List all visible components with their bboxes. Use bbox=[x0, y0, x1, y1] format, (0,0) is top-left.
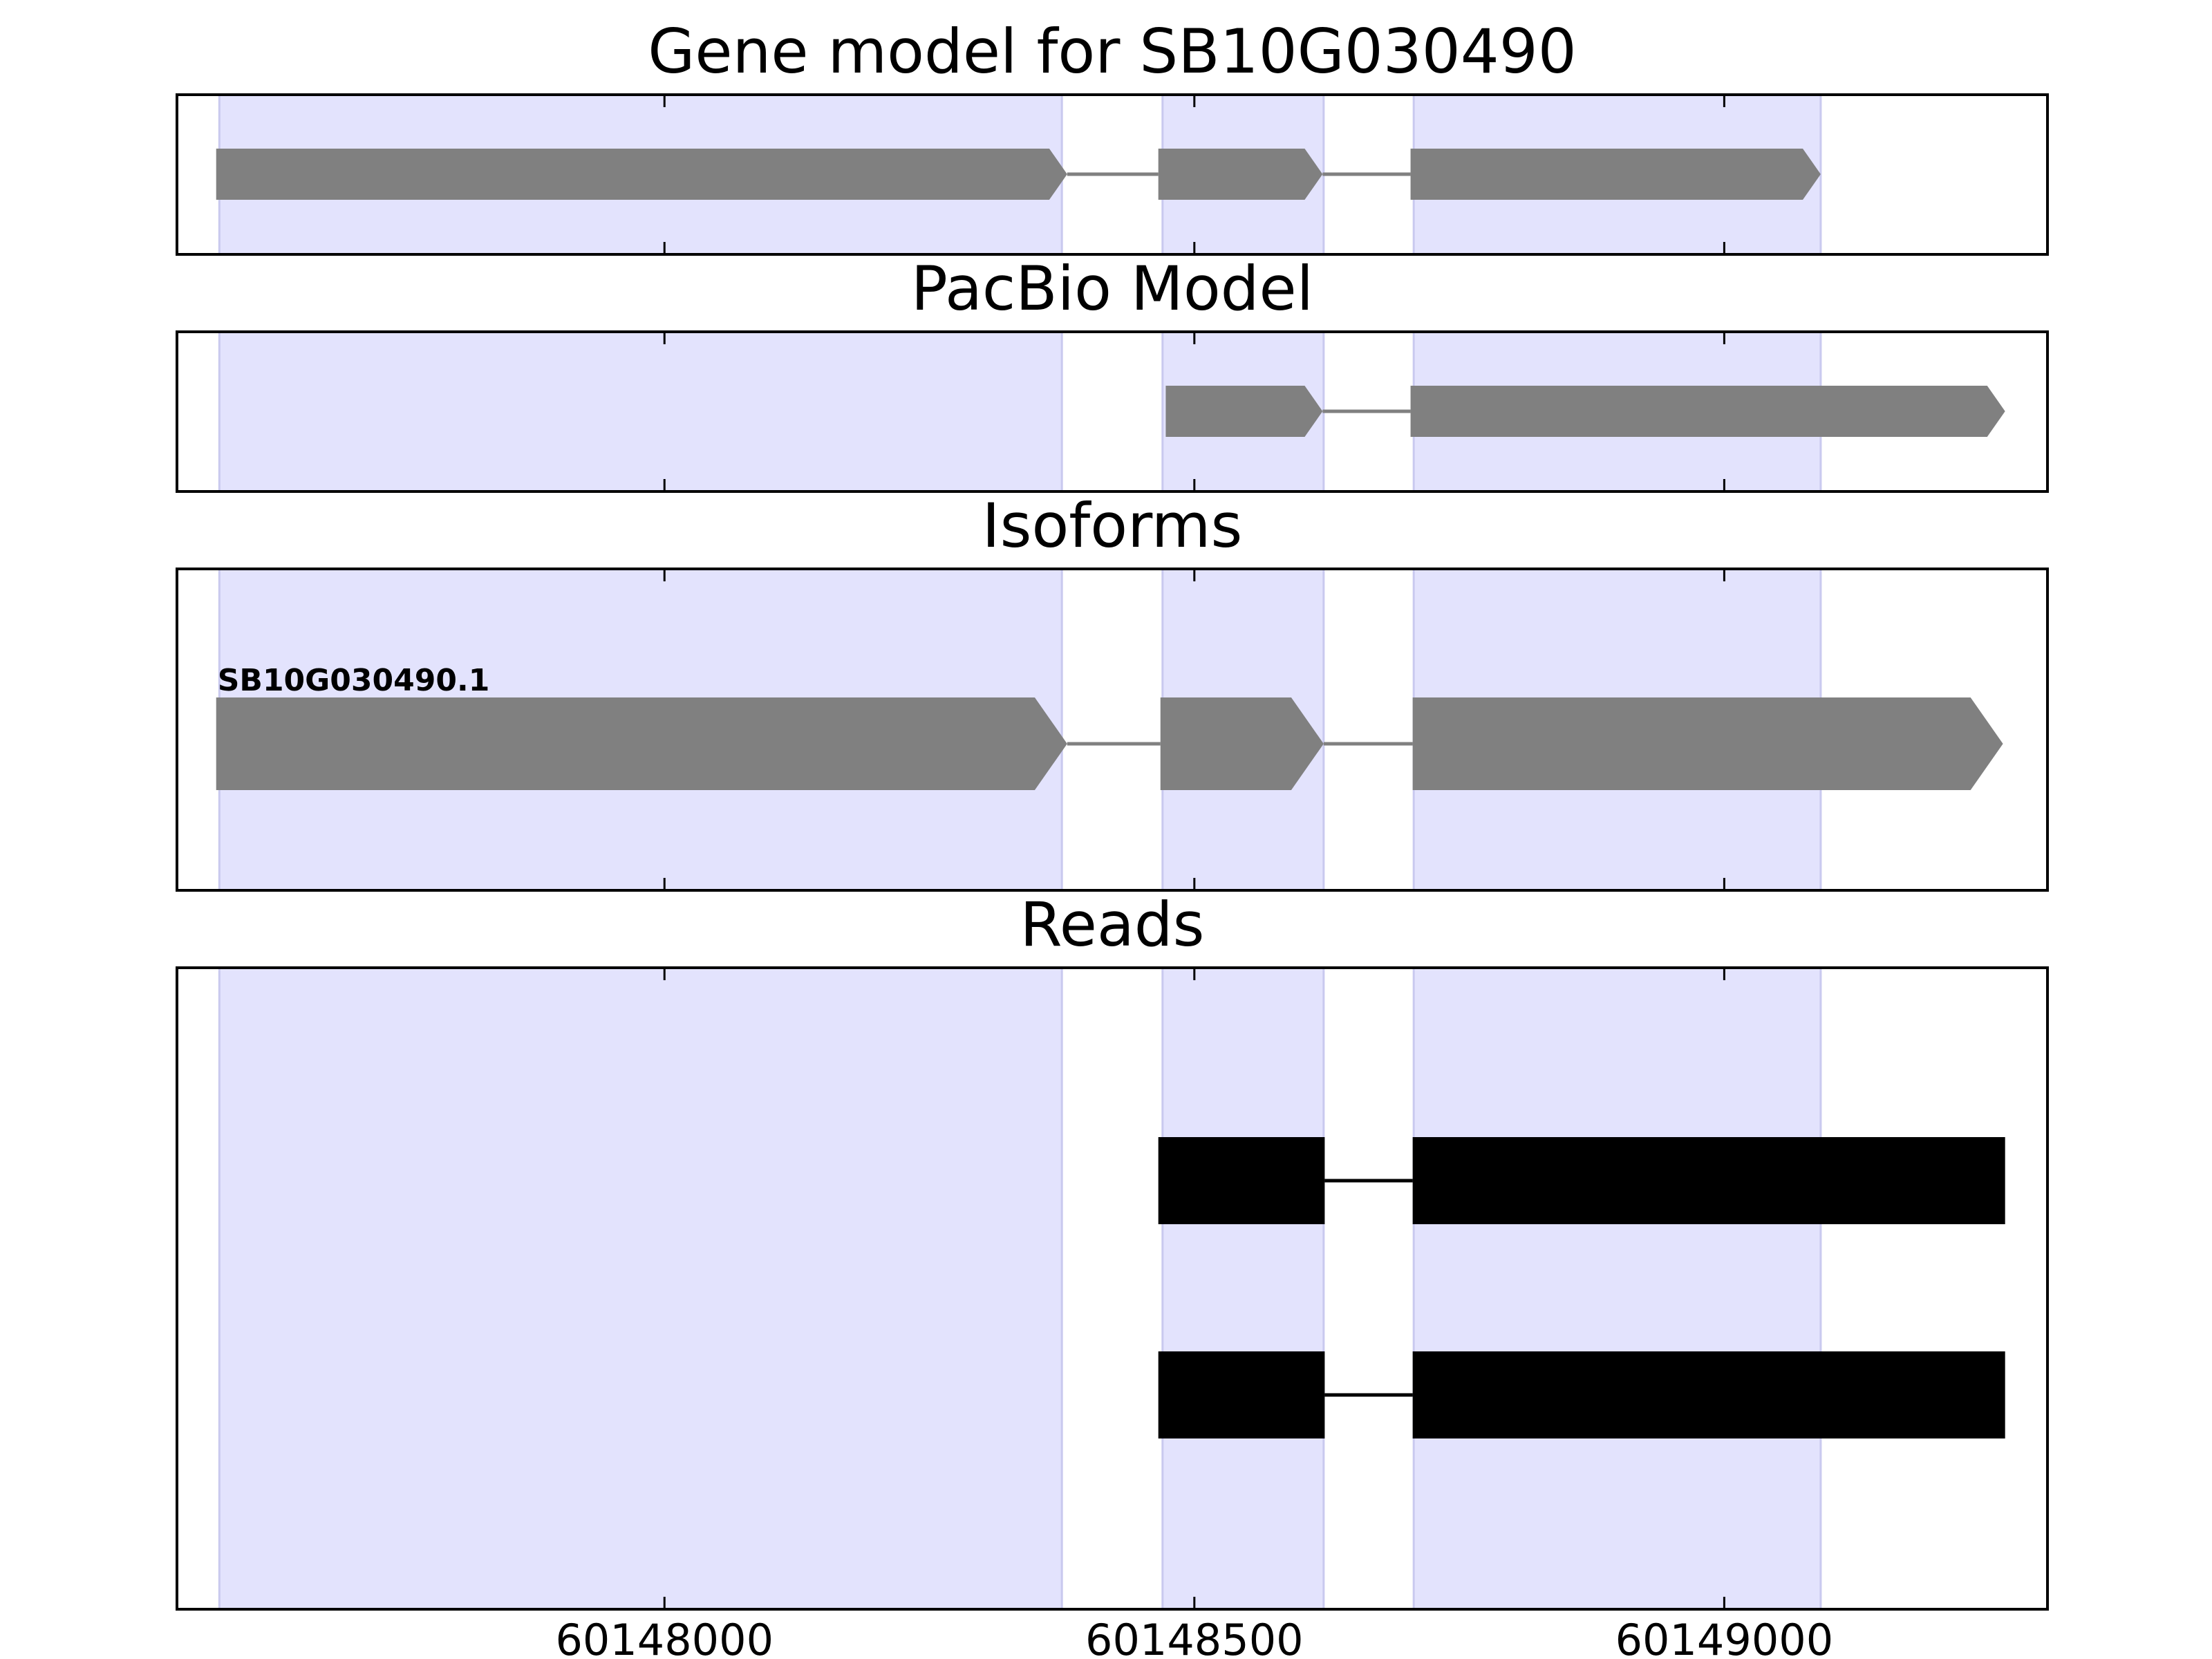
exon-arrow bbox=[1160, 697, 1324, 790]
exon-region-shade bbox=[1412, 966, 1822, 1611]
transcript-feature bbox=[1165, 386, 2005, 437]
read-block bbox=[1412, 1137, 2005, 1224]
read-block bbox=[1412, 1351, 2005, 1438]
exon-region-shade bbox=[218, 966, 1063, 1611]
x-tick-label: 60148000 bbox=[555, 1615, 774, 1659]
panel-frame bbox=[176, 330, 2049, 493]
exon-arrow bbox=[1410, 386, 2005, 437]
panel-frame bbox=[176, 568, 2049, 892]
x-tick-label: 60149000 bbox=[1615, 1615, 1834, 1659]
panel-title: Gene model for SB10G030490 bbox=[648, 16, 1577, 87]
exon-arrow bbox=[1165, 386, 1323, 437]
exon-region-shade bbox=[1161, 966, 1325, 1611]
x-tick-label: 60148500 bbox=[1085, 1615, 1304, 1659]
isoform-label: SB10G030490.1 bbox=[218, 663, 490, 698]
exon-arrow bbox=[216, 149, 1067, 200]
panels-layer: Gene model for SB10G030490 PacBio Model Is… bbox=[176, 16, 2049, 1611]
panel-title: Reads bbox=[1020, 889, 1205, 960]
panel-isoforms: Isoforms SB10G030490.1 bbox=[176, 490, 2049, 892]
read-block bbox=[1158, 1137, 1325, 1224]
panel-title: Isoforms bbox=[982, 490, 1243, 561]
exon-arrow bbox=[1412, 697, 2003, 790]
read bbox=[1158, 1137, 2005, 1224]
x-axis: 60148000 60148500 60149000 bbox=[555, 1615, 1833, 1659]
read-block bbox=[1158, 1351, 1325, 1438]
panel-frame bbox=[176, 93, 2049, 256]
exon-arrow bbox=[1410, 149, 1821, 200]
panel-gene-model: Gene model for SB10G030490 bbox=[176, 16, 2049, 256]
panel-frame bbox=[176, 966, 2049, 1611]
transcript-feature: SB10G030490.1 bbox=[216, 663, 2003, 790]
exon-region-shade bbox=[218, 330, 1063, 493]
panel-reads: Reads bbox=[176, 889, 2049, 1611]
exon-arrow bbox=[1158, 149, 1323, 200]
exon-arrow bbox=[216, 697, 1067, 790]
panel-title: PacBio Model bbox=[911, 253, 1313, 324]
read bbox=[1158, 1351, 2005, 1438]
transcript-feature bbox=[216, 149, 1821, 200]
panel-pacbio-model: PacBio Model bbox=[176, 253, 2049, 493]
